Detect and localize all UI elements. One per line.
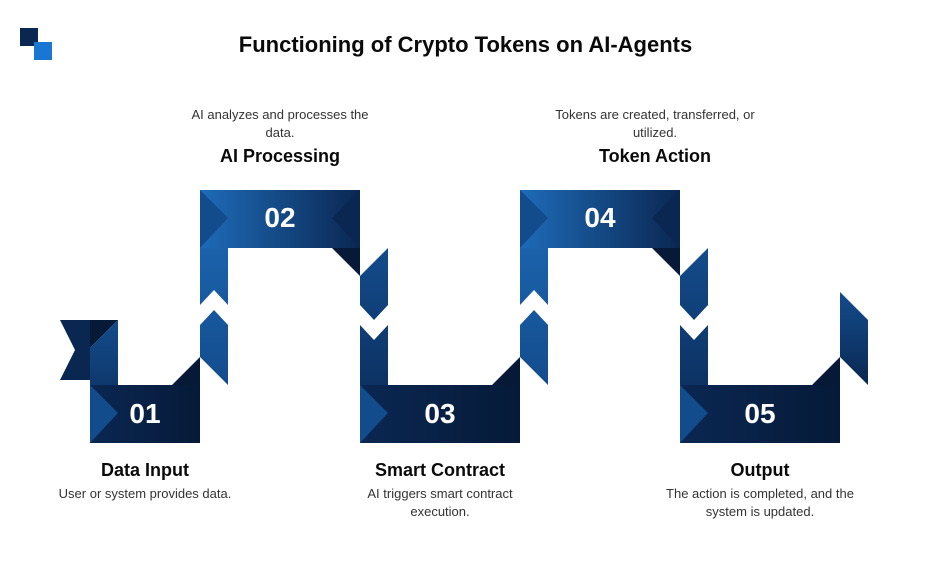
step-4-desc: Tokens are created, transferred, or util… [555,106,755,142]
step-1-number: 01 [115,398,175,430]
step-4-label: Tokens are created, transferred, or util… [555,106,755,167]
step-1-desc: User or system provides data. [45,485,245,503]
step-3-desc: AI triggers smart contract execution. [340,485,540,521]
step-3-heading: Smart Contract [340,460,540,481]
step-2-heading: AI Processing [180,146,380,167]
step-3-number: 03 [410,398,470,430]
step-5-number: 05 [730,398,790,430]
step-1-heading: Data Input [45,460,245,481]
step-2-desc: AI analyzes and processes the data. [180,106,380,142]
step-2-number: 02 [250,202,310,234]
step-4-number: 04 [570,202,630,234]
page-title: Functioning of Crypto Tokens on AI-Agent… [0,32,931,58]
step-5-label: Output The action is completed, and the … [660,460,860,521]
step-5-desc: The action is completed, and the system … [660,485,860,521]
step-2-label: AI analyzes and processes the data. AI P… [180,106,380,167]
step-1-label: Data Input User or system provides data. [45,460,245,503]
step-5-heading: Output [660,460,860,481]
step-3-label: Smart Contract AI triggers smart contrac… [340,460,540,521]
step-4-heading: Token Action [555,146,755,167]
